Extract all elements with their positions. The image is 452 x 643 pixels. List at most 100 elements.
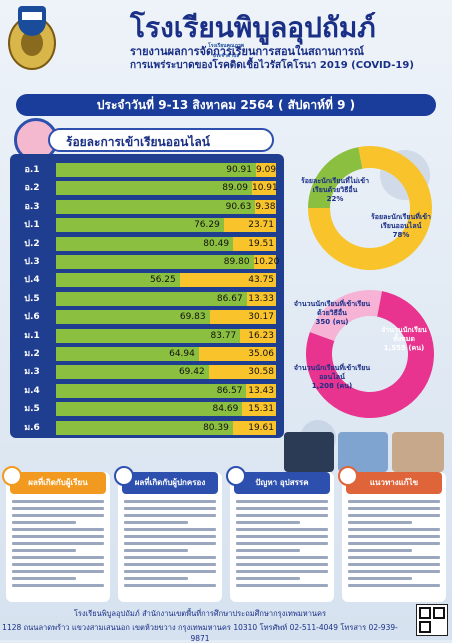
text-line — [236, 521, 301, 524]
footer-line-1: โรงเรียนพิบูลอุปถัมภ์ สำนักงานเขตพื้นที่… — [73, 609, 327, 618]
text-line — [348, 563, 440, 566]
bar-other — [255, 199, 276, 214]
card-body — [236, 500, 328, 591]
value-label-online: 69.83 — [179, 312, 206, 323]
bar-other — [209, 310, 276, 325]
text-line — [12, 514, 104, 517]
value-label-other: 15.31 — [248, 404, 274, 415]
text-line — [124, 577, 189, 580]
category-label: อ.1 — [24, 165, 40, 175]
value-label-online: 84.69 — [212, 404, 239, 415]
bar-other — [240, 328, 276, 343]
text-line — [12, 556, 104, 559]
bar-row: ม.2 64.94 35.06 — [10, 344, 284, 364]
value-label-online: 86.67 — [216, 293, 243, 304]
classroom-photo — [392, 432, 444, 472]
donut1-label-online: ร้อยละนักเรียนที่เข้าเรียนออนไลน์ 78% — [371, 213, 431, 239]
card-body — [348, 500, 440, 591]
category-label: ม.5 — [24, 404, 40, 415]
date-banner: ประจำวันที่ 9-13 สิงหาคม 2564 ( สัปดาห์ท… — [16, 94, 436, 116]
bar-other — [251, 181, 276, 196]
text-line — [12, 535, 104, 538]
value-label-other: 19.51 — [248, 238, 274, 249]
text-line — [348, 570, 440, 573]
category-label: ป.5 — [24, 293, 40, 304]
report-subtitle-2: การแพร่ระบาดของโรคติดเชื้อไวรัสโคโรนา 20… — [130, 60, 414, 71]
bar-online — [56, 163, 256, 177]
value-label-other: 10.91 — [251, 183, 278, 194]
qr-code[interactable] — [416, 604, 448, 636]
bar-row: ป.2 80.49 19.51 — [10, 234, 284, 254]
bar-other — [223, 218, 276, 233]
text-line — [12, 577, 77, 580]
value-label-other: 43.75 — [248, 275, 274, 286]
text-line — [124, 528, 216, 531]
bar-online — [56, 218, 224, 233]
text-line — [124, 549, 189, 552]
card-title: ผลที่เกิดกับผู้ปกครอง — [122, 472, 218, 494]
footer: โรงเรียนพิบูลอุปถัมภ์ สำนักงานเขตพื้นที่… — [0, 606, 452, 643]
donut-chart-percent — [308, 146, 432, 270]
value-label-online: 80.39 — [203, 422, 229, 433]
value-label-other: 23.71 — [248, 220, 274, 231]
summary-card: แนวทางแก้ไข — [338, 466, 446, 602]
text-line — [348, 514, 440, 517]
value-label-online: 83.77 — [210, 330, 237, 341]
donut2-label-other: จำนวนนักเรียนที่เข้าเรียนด้วยวิธีอื่น 350… — [293, 300, 371, 326]
text-line — [12, 549, 77, 552]
text-line — [124, 535, 216, 538]
bar-online — [56, 420, 233, 435]
text-line — [348, 521, 413, 524]
value-label-other: 30.58 — [248, 367, 274, 378]
text-line — [124, 542, 216, 545]
bar-row: ม.4 86.57 13.43 — [10, 381, 284, 401]
bar-online — [56, 310, 210, 325]
card-title: แนวทางแก้ไข — [346, 472, 442, 494]
donut-slice — [308, 147, 363, 208]
bar-chart: อ.1 90.91 9.09 อ.2 89.09 10.91 อ.3 90.63 9.38 ป.1… — [10, 154, 284, 438]
report-subtitle-1: รายงานผลการจัดการเรียนการสอนในสถานการณ์ — [130, 45, 364, 58]
text-line — [236, 556, 328, 559]
text-line — [348, 500, 440, 503]
donut2-label-online: จำนวนนักเรียนที่เข้าเรียนออนไลน์ 1,208 (ค… — [293, 364, 371, 390]
text-line — [12, 500, 104, 503]
shield-icon — [18, 6, 46, 36]
text-line — [348, 528, 440, 531]
text-line — [124, 521, 189, 524]
bar-row: ม.3 69.42 30.58 — [10, 362, 284, 382]
value-label-other: 13.33 — [248, 293, 274, 304]
text-line — [12, 507, 104, 510]
logo-caption-2: ประจำตำบล — [212, 53, 240, 59]
category-label: ม.3 — [24, 367, 40, 378]
text-line — [12, 528, 104, 531]
parent-icon — [114, 466, 134, 486]
footer-line-2: 1128 ถนนลาดพร้าว แขวงสามเสนนอก เขตห้วยขว… — [2, 623, 398, 643]
bar-row: ม.6 80.39 19.61 — [10, 418, 284, 438]
text-line — [236, 514, 328, 517]
text-line — [124, 570, 216, 573]
summary-card: ผลที่เกิดกับผู้ปกครอง — [114, 466, 222, 602]
value-label-online: 89.09 — [222, 183, 248, 194]
text-line — [236, 535, 328, 538]
bar-other — [233, 236, 276, 251]
text-line — [12, 563, 104, 566]
logo-caption-1: โรงเรียนคุณภาพ — [208, 43, 244, 49]
text-line — [124, 500, 216, 503]
text-line — [348, 577, 413, 580]
section-title: ร้อยละการเข้าเรียนออนไลน์ — [48, 128, 274, 152]
value-label-other: 30.17 — [248, 312, 274, 323]
category-label: อ.2 — [24, 183, 40, 194]
warning-icon — [226, 466, 246, 486]
donut-slice — [306, 291, 434, 418]
text-line — [348, 556, 440, 559]
page-title: โรงเรียนพิบูลอุปถัมภ์ — [130, 11, 376, 44]
text-line — [124, 514, 216, 517]
value-label-other: 9.09 — [256, 165, 277, 175]
donut-slice — [308, 146, 432, 270]
bar-online — [56, 199, 256, 214]
category-label: ม.4 — [24, 385, 40, 396]
value-label-other: 10.20 — [253, 257, 280, 267]
category-label: ม.1 — [24, 330, 40, 341]
value-label-other: 16.23 — [248, 330, 274, 341]
text-line — [12, 542, 104, 545]
